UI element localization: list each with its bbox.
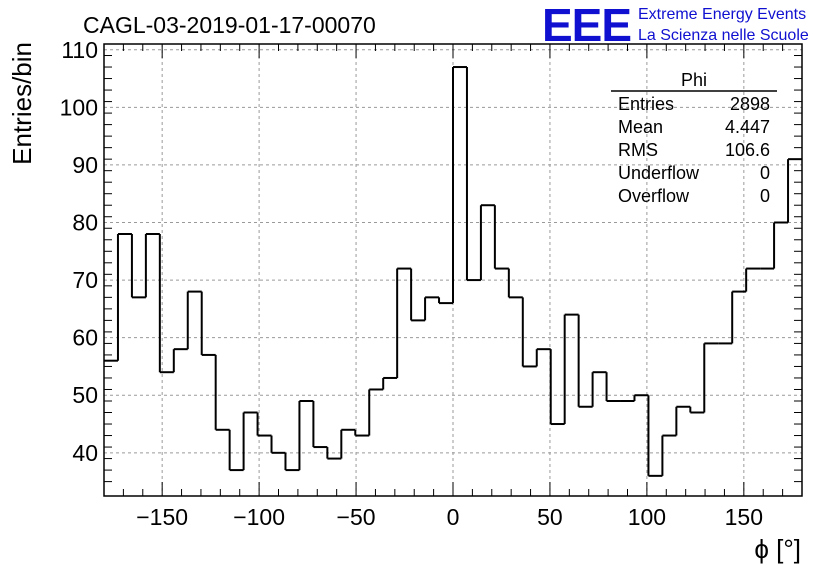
stats-label-mean: Mean (618, 117, 663, 137)
logo-line-2: La Scienza nelle Scuole (638, 27, 809, 44)
x-tick-label-0: −150 (136, 504, 188, 530)
x-tick-label-4: 50 (537, 504, 563, 530)
y-tick-label-3: 70 (72, 267, 98, 293)
stats-label-entries: Entries (618, 94, 674, 114)
x-axis-title: ϕ [°] (754, 534, 801, 564)
x-tick-label-1: −100 (233, 504, 285, 530)
stats-rows: Entries 2898 Mean 4.447 RMS 106.6 Underflow 0 Ov… (618, 94, 770, 206)
x-tick-label-2: −50 (337, 504, 376, 530)
logo-line-1: Extreme Energy Events (638, 6, 806, 23)
stats-value-overflow: 0 (760, 186, 770, 206)
y-tick-label-6: 100 (60, 94, 98, 120)
eee-logo-mark: EEE (542, 0, 631, 51)
y-tick-label-0: 40 (72, 440, 98, 466)
x-axis: −150 −100 −50 0 50 100 150 (103, 44, 803, 530)
eee-logo: EEE Extreme Energy Events La Scienza nel… (542, 0, 809, 51)
y-tick-label-7: 110 (61, 37, 98, 63)
x-tick-label-5: 100 (628, 504, 666, 530)
histogram-series (104, 66, 802, 477)
y-tick-label-4: 80 (72, 209, 98, 235)
stats-value-rms: 106.6 (725, 140, 770, 160)
stats-label-overflow: Overflow (618, 186, 690, 206)
y-tick-label-2: 60 (72, 325, 98, 351)
chart-title: CAGL-03-2019-01-17-00070 (83, 12, 376, 38)
y-tick-label-5: 90 (72, 152, 98, 178)
stats-value-entries: 2898 (730, 94, 770, 114)
stats-value-mean: 4.447 (725, 117, 770, 137)
x-tick-label-3: 0 (447, 504, 460, 530)
y-axis: 40 50 60 70 80 90 100 110 (60, 37, 802, 483)
stats-box: Phi Entries 2898 Mean 4.447 RMS 106.6 Underflo… (611, 70, 777, 206)
y-tick-label-1: 50 (72, 382, 98, 408)
stats-value-underflow: 0 (760, 163, 770, 183)
stats-label-underflow: Underflow (618, 163, 700, 183)
x-tick-label-6: 150 (725, 504, 763, 530)
stats-label-rms: RMS (618, 140, 658, 160)
y-axis-title: Entries/bin (7, 42, 37, 165)
stats-title: Phi (681, 70, 707, 90)
